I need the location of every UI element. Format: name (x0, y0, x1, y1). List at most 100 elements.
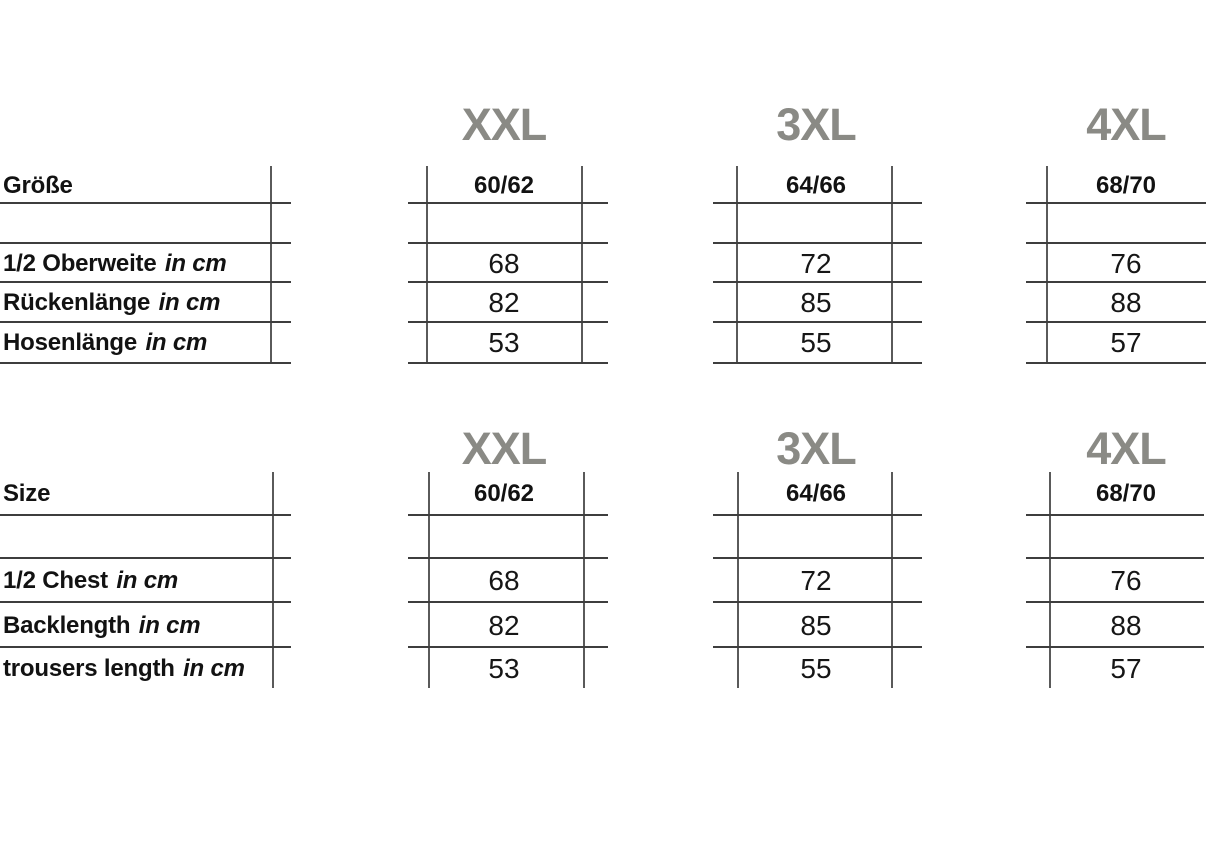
cell-value: 55 (800, 653, 832, 684)
cell-value: 57 (1110, 653, 1142, 684)
cell-size-4xl: 68/70 (1095, 172, 1157, 199)
row-label-oberweite: 1/2 Oberweite in cm (3, 250, 227, 278)
grid-line-vertical (1046, 166, 1048, 363)
header-xxl: XXL (461, 99, 548, 150)
row-label-text: Backlength (3, 612, 131, 639)
grid-line-horizontal (713, 362, 922, 364)
row-label-text: 1/2 Chest (3, 567, 108, 594)
grid-line-horizontal (713, 202, 922, 204)
grid-line-horizontal (408, 362, 608, 364)
grid-line-horizontal (408, 557, 608, 559)
cell-value: 85 (800, 610, 832, 641)
grid-line-horizontal (713, 601, 922, 603)
cell-size-3xl: 64/66 (785, 172, 847, 199)
grid-line-horizontal (0, 646, 291, 648)
cell-value: 82 (488, 610, 520, 641)
cell-value: 53 (488, 327, 520, 358)
cell-value: 68 (488, 248, 520, 279)
row-label-rueckenlaenge: Rückenlänge in cm (3, 289, 220, 317)
cell-value: 76 (1110, 565, 1142, 596)
grid-line-horizontal (713, 281, 922, 283)
header-3xl: 3XL (776, 99, 857, 150)
grid-line-vertical (891, 166, 893, 363)
cell-value: 76 (1110, 248, 1142, 279)
row-label-unit: in cm (138, 612, 201, 639)
header-xxl: XXL (461, 423, 548, 474)
grid-line-vertical (583, 472, 585, 688)
grid-line-horizontal (713, 242, 922, 244)
cell-value: 53 (488, 653, 520, 684)
grid-line-horizontal (1026, 557, 1204, 559)
cell-size-3xl: 64/66 (785, 480, 847, 507)
grid-line-horizontal (408, 646, 608, 648)
cell-size-xxl: 60/62 (473, 172, 535, 199)
grid-line-horizontal (1026, 646, 1204, 648)
cell-value: 72 (800, 248, 832, 279)
grid-line-vertical (891, 472, 893, 688)
cell-value: 88 (1110, 287, 1142, 318)
grid-line-horizontal (0, 242, 291, 244)
grid-line-horizontal (408, 281, 608, 283)
grid-line-horizontal (0, 202, 291, 204)
grid-line-horizontal (408, 202, 608, 204)
cell-value: 85 (800, 287, 832, 318)
cell-value: 55 (800, 327, 832, 358)
grid-line-horizontal (1026, 601, 1204, 603)
row-label-unit: in cm (183, 655, 245, 682)
grid-line-vertical (272, 472, 274, 688)
header-3xl: 3XL (776, 423, 857, 474)
grid-line-vertical (581, 166, 583, 363)
grid-line-horizontal (713, 321, 922, 323)
row-label-chest: 1/2 Chest in cm (3, 567, 178, 595)
row-label-text: Hosenlänge (3, 329, 138, 356)
row-label-text: Rückenlänge (3, 289, 151, 316)
row-label-unit: in cm (158, 289, 221, 316)
cell-value: 72 (800, 565, 832, 596)
grid-line-horizontal (408, 601, 608, 603)
grid-line-horizontal (1026, 321, 1206, 323)
cell-size-xxl: 60/62 (473, 480, 535, 507)
grid-line-horizontal (408, 242, 608, 244)
row-label-unit: in cm (116, 567, 178, 594)
grid-line-horizontal (1026, 202, 1206, 204)
grid-line-horizontal (408, 321, 608, 323)
grid-line-horizontal (1026, 514, 1204, 516)
grid-line-horizontal (0, 281, 291, 283)
grid-line-horizontal (1026, 362, 1206, 364)
cell-value: 88 (1110, 610, 1142, 641)
grid-line-vertical (428, 472, 430, 688)
grid-line-vertical (270, 166, 272, 363)
grid-line-vertical (426, 166, 428, 363)
row-label-groesse: Größe (3, 172, 73, 199)
grid-line-horizontal (0, 514, 291, 516)
row-label-size: Size (3, 480, 51, 507)
grid-line-horizontal (0, 557, 291, 559)
grid-line-vertical (1049, 472, 1051, 688)
grid-line-vertical (736, 166, 738, 363)
row-label-text: 1/2 Oberweite (3, 250, 157, 277)
row-label-hosenlaenge: Hosenlänge in cm (3, 329, 207, 357)
cell-value: 82 (488, 287, 520, 318)
grid-line-horizontal (1026, 281, 1206, 283)
cell-value: 68 (488, 565, 520, 596)
grid-line-horizontal (408, 514, 608, 516)
grid-line-vertical (737, 472, 739, 688)
row-label-text: trousers length (3, 655, 175, 682)
grid-line-horizontal (0, 321, 291, 323)
row-label-backlength: Backlength in cm (3, 612, 201, 640)
row-label-unit: in cm (164, 250, 227, 277)
header-4xl: 4XL (1086, 423, 1167, 474)
header-4xl: 4XL (1086, 99, 1167, 150)
grid-line-horizontal (0, 601, 291, 603)
grid-line-horizontal (713, 646, 922, 648)
row-label-unit: in cm (145, 329, 208, 356)
grid-line-horizontal (713, 514, 922, 516)
cell-size-4xl: 68/70 (1095, 480, 1157, 507)
grid-line-horizontal (0, 362, 291, 364)
cell-value: 57 (1110, 327, 1142, 358)
grid-line-horizontal (713, 557, 922, 559)
row-label-trousers-length: trousers length in cm (3, 655, 245, 683)
